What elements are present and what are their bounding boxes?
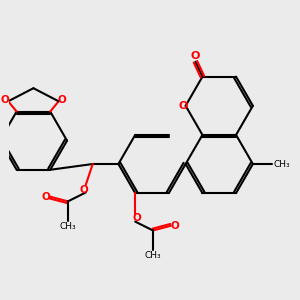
Text: O: O [132, 213, 141, 223]
Text: CH₃: CH₃ [60, 222, 76, 231]
Text: O: O [41, 192, 50, 202]
Text: O: O [58, 95, 66, 105]
Text: O: O [171, 221, 180, 231]
Text: CH₃: CH₃ [145, 251, 161, 260]
Text: O: O [1, 95, 9, 105]
Text: CH₃: CH₃ [273, 160, 290, 169]
Text: O: O [191, 51, 200, 61]
Text: O: O [178, 101, 188, 111]
Text: O: O [80, 185, 89, 195]
